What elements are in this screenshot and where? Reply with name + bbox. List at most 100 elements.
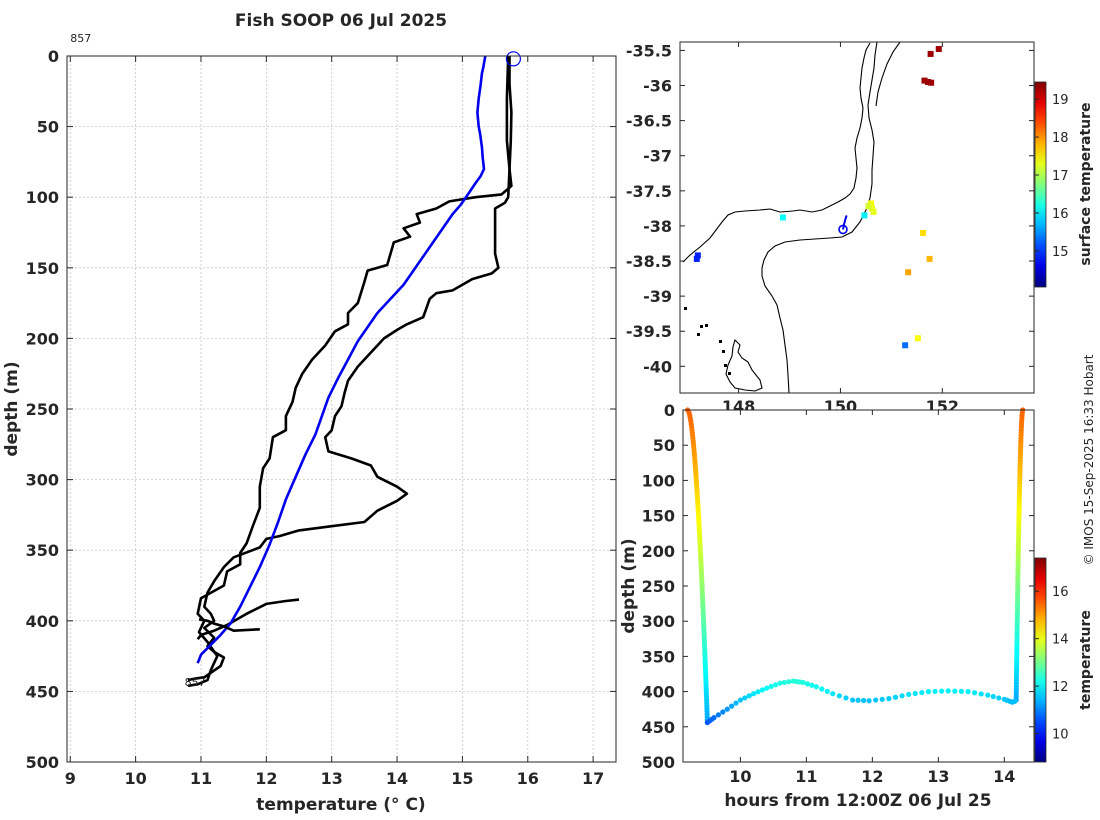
profile-ytick-label: 450 (26, 682, 59, 701)
section-point (925, 689, 932, 695)
section-point (800, 679, 806, 686)
profile-panel: 857 857 9 10 11 12 13 14 15 16 17 0 50 100 150 200 250 3… (2, 32, 617, 815)
section-ytick-label: 350 (642, 647, 675, 666)
section-point (824, 688, 830, 694)
map-temperature-point (925, 79, 932, 86)
section-plot-area (683, 410, 1034, 762)
section-colorbar-tick-label: 12 (1052, 680, 1069, 695)
section-ticks: 0 50 100 150 200 250 300 350 400 450 500 10 11 12 13 14 (642, 401, 1034, 786)
section-point (866, 698, 872, 704)
map-panel: -35.5 -36 -36.5 -37 -37.5 -38 -38.5 -39 -39.5 -40… (626, 41, 1094, 416)
profile-ticks: 9 10 11 12 13 14 15 16 17 0 50 100 150 200 250 300 350 40… (26, 47, 616, 788)
map-temperature-point (779, 214, 786, 221)
profile-ytick-label: 350 (26, 541, 59, 560)
section-point (768, 683, 774, 690)
profile-xtick-label: 10 (124, 769, 146, 788)
section-point (772, 682, 779, 688)
profile-ytick-label: 50 (37, 118, 59, 137)
profile-lines: 857 857 (70, 32, 521, 689)
section-point (836, 693, 842, 699)
map-colorbar-label: surface temperature (1078, 102, 1094, 265)
section-point (724, 706, 730, 712)
section-ytick-label: 450 (642, 718, 675, 737)
section-point (843, 695, 849, 701)
map-ytick-label: -38 (643, 217, 672, 236)
map-ytick-label: -39.5 (626, 322, 672, 341)
section-point (945, 688, 951, 694)
section-colorbar-ticks: 10 12 14 16 (1034, 557, 1069, 763)
map-temperature-point (905, 269, 912, 276)
ship-position-marker (838, 224, 848, 235)
map-colorbar-tick-label: 15 (1052, 245, 1069, 260)
section-ytick-label: 200 (642, 542, 675, 561)
map-temperature-point (919, 229, 926, 236)
section-ytick-label: 300 (642, 612, 675, 631)
map-ytick-label: -35.5 (626, 41, 672, 60)
map-ytick-label: -36.5 (626, 112, 672, 131)
profile-line (187, 56, 513, 688)
section-point (742, 695, 748, 701)
section-point (830, 691, 836, 697)
profile-xtick-label: 14 (386, 769, 408, 788)
map-temperature-point (694, 252, 701, 259)
section-point (919, 689, 925, 696)
map-content (682, 42, 942, 393)
section-point (879, 696, 885, 702)
profile-xtick-label: 13 (321, 769, 343, 788)
section-point (849, 697, 856, 703)
map-plot-area (680, 42, 1034, 393)
section-point (786, 679, 792, 685)
section-point (764, 685, 770, 691)
section-xlabel: hours from 12:00Z 06 Jul 25 (724, 791, 991, 811)
map-colorbar-tick-label: 18 (1052, 131, 1069, 146)
map-colorbar-frame (1034, 81, 1047, 288)
section-point (855, 697, 861, 703)
section-point (860, 697, 867, 704)
profile-ytick-label: 300 (26, 471, 59, 490)
section-colorbar-frame (1034, 557, 1047, 763)
section-panel: 0 50 100 150 200 250 300 350 400 450 500 10 11 12 13 14… (619, 401, 1094, 811)
map-colorbar-tick-label: 16 (1052, 207, 1069, 222)
section-point (899, 693, 905, 699)
profile-xlabel: temperature (° C) (256, 795, 425, 815)
profile-ytick-label: 200 (26, 329, 59, 348)
section-colorbar-tick-label: 10 (1052, 728, 1069, 743)
section-xtick-label: 13 (927, 767, 949, 786)
section-ytick-label: 50 (653, 436, 675, 455)
section-point (886, 696, 892, 702)
profile-xtick-label: 11 (190, 769, 212, 788)
shelf-contour (761, 42, 878, 393)
profile-start-marker (505, 51, 521, 67)
map-temperature-point (869, 205, 876, 212)
section-point (873, 697, 879, 703)
map-temperature-point (927, 50, 934, 57)
map-temperature-point (902, 342, 909, 349)
section-points (685, 407, 1026, 726)
map-temperature-point (870, 208, 877, 215)
profile-xtick-label: 15 (451, 769, 473, 788)
profile-line (198, 618, 260, 633)
section-point (729, 703, 735, 709)
map-colorbar (1035, 82, 1046, 287)
map-temperature-point (861, 212, 868, 219)
section-point (952, 688, 958, 694)
section-point (958, 688, 965, 694)
section-ytick-label: 0 (664, 401, 675, 420)
map-ytick-label: -39 (643, 287, 672, 306)
profile-plot-area (67, 56, 616, 762)
section-xtick-label: 11 (795, 767, 817, 786)
section-point (777, 680, 783, 686)
section-ytick-label: 400 (642, 683, 675, 702)
section-point (804, 681, 811, 687)
section-xtick-label: 14 (993, 767, 1015, 786)
map-ytick-label: -36 (643, 77, 672, 96)
map-temperature-point (928, 79, 935, 86)
section-colorbar-tick-label: 16 (1052, 585, 1069, 600)
map-temperature-point (921, 77, 928, 84)
section-point (985, 692, 991, 698)
section-point (809, 682, 815, 688)
island-large (725, 338, 763, 392)
section-point (750, 691, 757, 697)
section-point (746, 693, 752, 699)
